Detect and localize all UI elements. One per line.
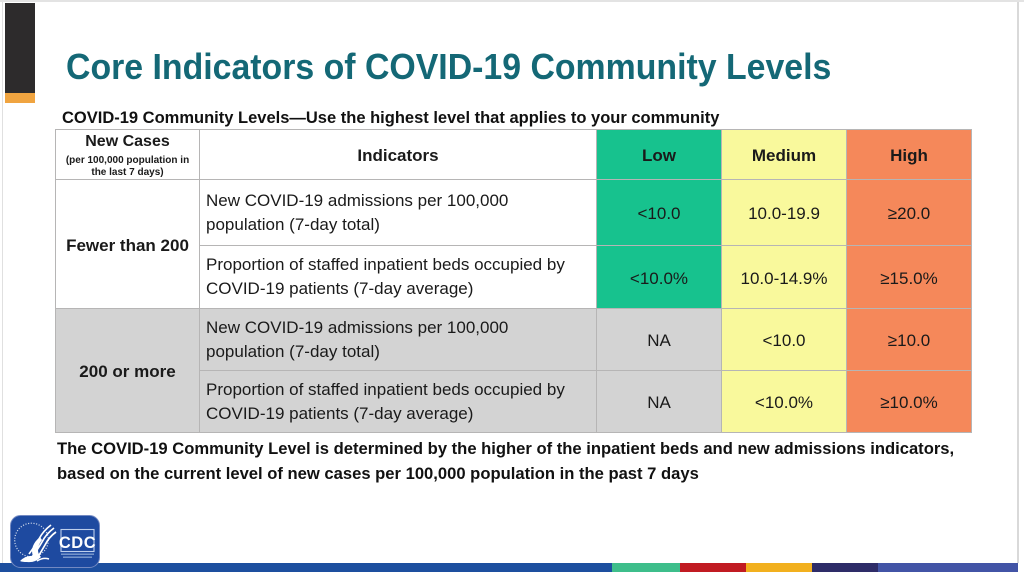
svg-text:CDC: CDC: [59, 534, 96, 552]
